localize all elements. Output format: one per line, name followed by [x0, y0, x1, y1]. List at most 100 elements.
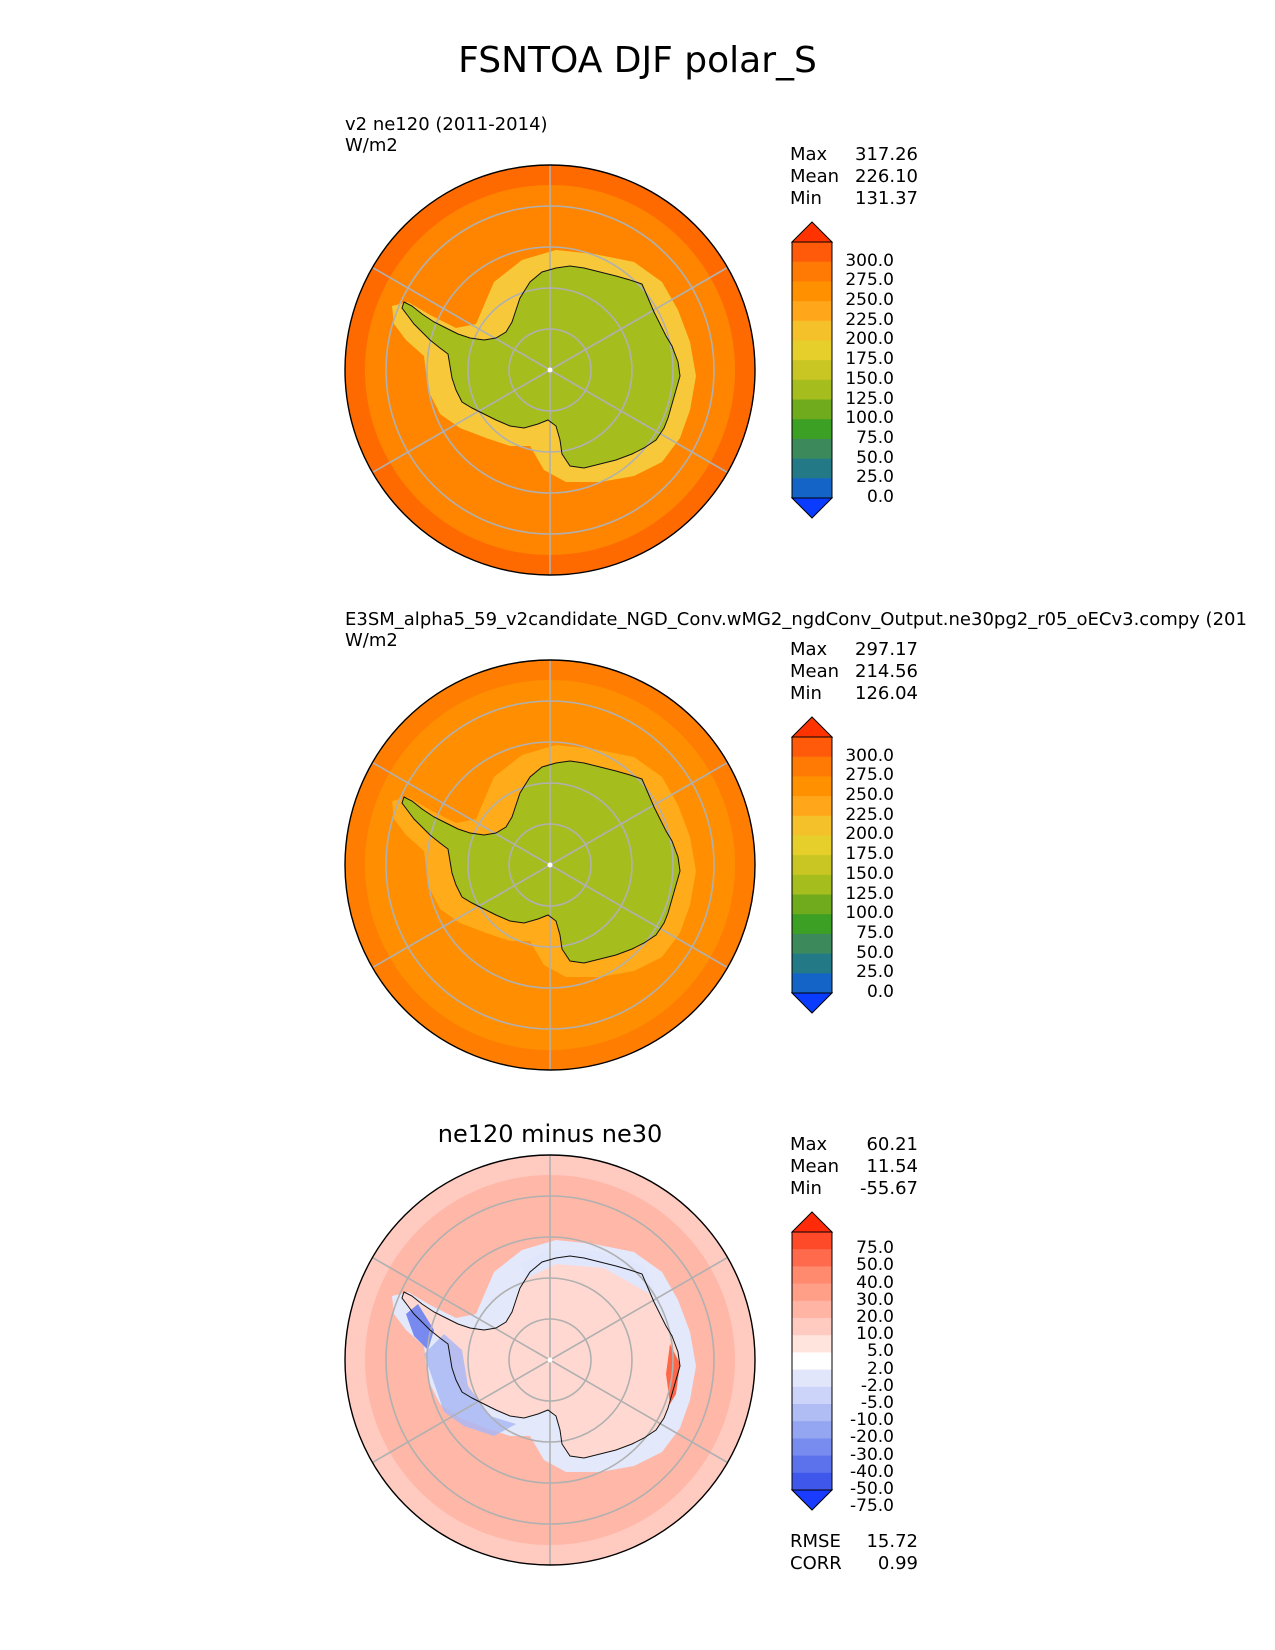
colorbar-tick-label: 250.0 — [845, 785, 894, 806]
colorbar-tick-label: 150.0 — [845, 368, 894, 389]
south-pole-marker — [547, 1357, 553, 1363]
colorbar-segment — [792, 835, 832, 856]
colorbar-tick-label: 25.0 — [856, 467, 894, 488]
colorbar-segment — [792, 933, 832, 955]
longitude-line — [549, 1256, 728, 1361]
graticule — [372, 165, 728, 575]
stat-min: -55.67 — [859, 1178, 918, 1199]
south-pole-marker — [547, 367, 553, 373]
colorbar-tick-label: -75.0 — [850, 1496, 894, 1517]
colorbar-tick-label: 200.0 — [845, 824, 894, 845]
stat-mean: 11.54 — [866, 1156, 918, 1177]
colorbar-segment — [792, 281, 832, 302]
colorbar-tick-label: -20.0 — [850, 1427, 894, 1448]
colorbar-segment — [792, 1421, 832, 1439]
panel-2-stats: Max 297.17 Mean 214.56 Min 126.04 — [790, 639, 918, 705]
panel-3-metrics: RMSE 15.72 CORR 0.99 — [790, 1531, 918, 1575]
colorbar-tick-label: 275.0 — [845, 270, 894, 291]
colorbar-segment — [792, 796, 832, 817]
stat-label: Min — [790, 683, 822, 704]
stat-label: Mean — [790, 166, 840, 187]
negative-anomaly-patch — [406, 1304, 434, 1350]
figure-title: FSNTOA DJF polar_S — [458, 40, 817, 81]
colorbar-tick-label: 0.0 — [866, 487, 894, 507]
colorbar-tick-label: -50.0 — [850, 1479, 894, 1499]
colorbar-segment — [792, 914, 832, 935]
colorbar-extend-top — [790, 221, 834, 243]
colorbar-segment — [792, 419, 832, 440]
colorbar-segment — [792, 340, 832, 361]
field-continent — [402, 1256, 680, 1458]
colorbar-tick-label: -10.0 — [850, 1410, 894, 1431]
colorbar-tick-label: 250.0 — [845, 290, 894, 311]
colorbar-segment — [792, 1438, 832, 1457]
longitude-line — [372, 1359, 551, 1464]
colorbar-test — [790, 221, 834, 519]
field-continent — [402, 761, 680, 963]
metric-rmse: 15.72 — [866, 1531, 918, 1552]
colorbar-segment — [792, 894, 832, 915]
panel-2-units: W/m2 — [345, 630, 398, 651]
panel-1-subtitle: v2 ne120 (2011-2014) — [345, 114, 548, 135]
map-border — [344, 164, 756, 576]
colorbar-tick-label: 150.0 — [845, 863, 894, 884]
polar-map-difference — [344, 1154, 756, 1566]
colorbar-segment — [792, 242, 832, 263]
colorbar-tick-label: 275.0 — [845, 765, 894, 786]
colorbar-tick-label: 300.0 — [845, 250, 894, 271]
colorbar-segment — [792, 478, 832, 499]
stat-label: Max — [790, 144, 828, 165]
map-field — [345, 1155, 755, 1565]
longitude-line — [372, 761, 551, 866]
colorbar-segment — [792, 1404, 832, 1422]
colorbar-tick-label: 125.0 — [845, 883, 894, 904]
colorbar-tick-label: -30.0 — [850, 1444, 894, 1465]
metric-label: CORR — [790, 1553, 842, 1574]
colorbar-segment — [792, 438, 832, 460]
colorbar-segment — [792, 1352, 832, 1371]
colorbar-segment — [792, 855, 832, 876]
colorbar-tick-label: 2.0 — [866, 1358, 894, 1379]
colorbar-difference — [790, 1211, 834, 1511]
colorbar-segment — [792, 1472, 832, 1491]
stat-label: Mean — [790, 1156, 840, 1177]
colorbar-segment — [792, 953, 832, 974]
map-field — [345, 660, 755, 1070]
panel-1-units: W/m2 — [345, 135, 398, 156]
stat-max: 60.21 — [866, 1134, 918, 1155]
colorbar-frame — [791, 1231, 833, 1491]
longitude-line — [372, 369, 551, 474]
colorbar-segment — [792, 1369, 832, 1388]
panel-2-subtitle: E3SM_alpha5_59_v2candidate_NGD_Conv.wMG2… — [345, 609, 1247, 630]
stat-max: 297.17 — [855, 639, 918, 660]
colorbar-segment — [792, 1300, 832, 1319]
polar-map-test — [344, 164, 756, 576]
colorbar-tick-label: 50.0 — [856, 1255, 894, 1276]
colorbar-segment — [792, 1232, 832, 1250]
panel-3-heading: ne120 minus ne30 — [437, 1120, 663, 1148]
colorbar-tick-label: 75.0 — [856, 1238, 894, 1259]
stat-mean: 226.10 — [855, 166, 918, 187]
colorbar-segment — [792, 1455, 832, 1474]
stat-max: 317.26 — [855, 144, 918, 165]
longitude-line — [372, 1256, 551, 1361]
stat-label: Mean — [790, 661, 840, 682]
colorbar-tick-label: 50.0 — [856, 942, 894, 963]
colorbar-extend-bottom — [790, 497, 834, 519]
stat-label: Min — [790, 1178, 822, 1199]
colorbar-segment — [792, 458, 832, 479]
colorbar-segment — [792, 1335, 832, 1353]
map-border — [344, 659, 756, 1071]
colorbar-tick-label: 175.0 — [845, 349, 894, 370]
coastline — [401, 1255, 681, 1459]
colorbar-segment — [792, 301, 832, 322]
panel-1-stats: Max 317.26 Mean 226.10 Min 131.37 — [790, 144, 918, 210]
colorbar-segment — [792, 1318, 832, 1336]
colorbar-segment — [792, 776, 832, 797]
colorbar-tick-label: 20.0 — [856, 1307, 894, 1327]
colorbar-tick-label: 25.0 — [856, 962, 894, 983]
field-continent — [402, 266, 680, 468]
colorbar-segment — [792, 815, 832, 836]
colorbar-segment — [792, 1386, 832, 1405]
colorbar-reference — [790, 716, 834, 1014]
